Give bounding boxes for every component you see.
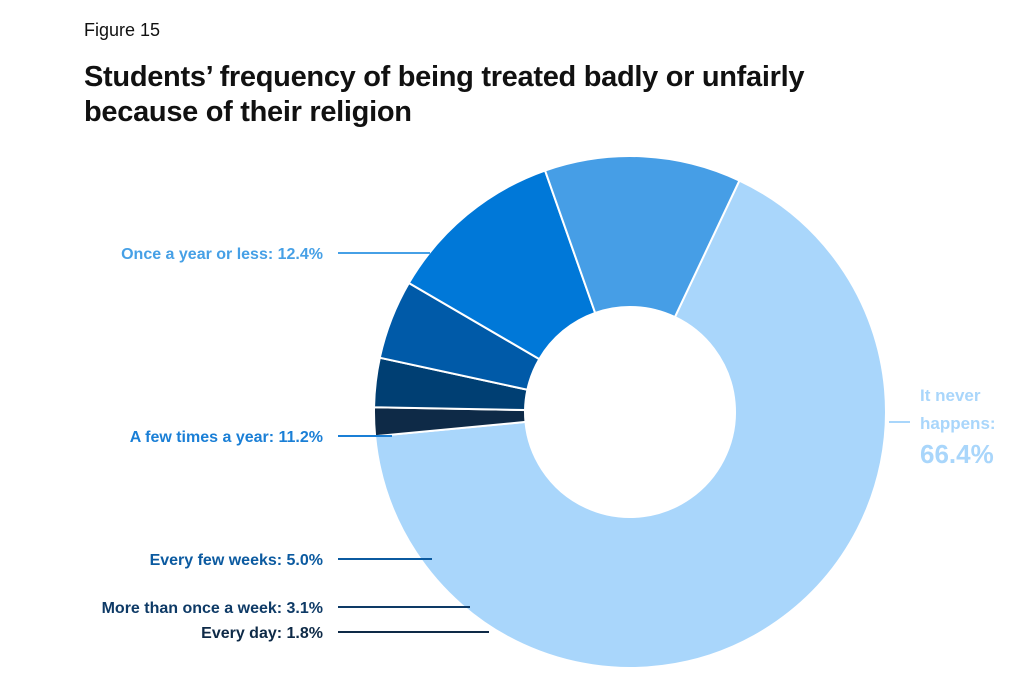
slice-label-a-few-times-a-year: A few times a year: 11.2% [130,429,323,446]
slices-group [373,155,887,669]
labels-group: It never happens: 66.4% Every day: 1.8% More… [102,246,996,642]
slice-label-it-never-happens-line2: happens: [920,414,996,433]
slice-label-it-never-happens-line1: It never [920,386,981,405]
slice-label-once-a-year-or-less: Once a year or less: 12.4% [121,246,323,263]
slice-label-every-few-weeks: Every few weeks: 5.0% [150,552,323,569]
figure-label: Figure 15 [84,20,161,40]
slice-label-more-than-once-a-week: More than once a week: 3.1% [102,600,323,617]
leader-lines-group [338,252,910,633]
slice-label-every-day: Every day: 1.8% [201,625,323,642]
slice-value-it-never-happens: 66.4% [920,439,994,469]
slice-it-never-happens [374,179,887,669]
slice-once-a-year-or-less [543,155,741,319]
chart-title: Students’ frequency of being treated bad… [84,61,805,128]
slice-a-few-times-a-year [407,169,597,361]
